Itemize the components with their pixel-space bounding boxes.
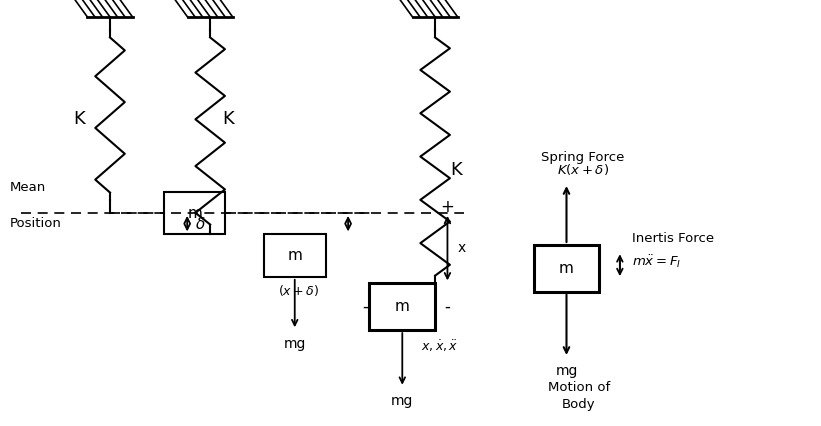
- Text: Mean: Mean: [10, 181, 46, 194]
- Bar: [369, 283, 435, 330]
- Text: $(x + \delta)$: $(x + \delta)$: [278, 283, 319, 298]
- Text: Body: Body: [562, 398, 595, 412]
- Text: -: -: [362, 298, 369, 316]
- Text: +: +: [441, 198, 454, 216]
- Text: m: m: [287, 248, 302, 263]
- Text: $m\ddot{x} = F_I$: $m\ddot{x} = F_I$: [632, 253, 681, 271]
- Text: Position: Position: [10, 217, 62, 230]
- Text: -: -: [444, 298, 451, 316]
- Text: Spring Force: Spring Force: [541, 151, 625, 164]
- Text: Motion of: Motion of: [548, 381, 610, 394]
- Text: Inertis Force: Inertis Force: [632, 232, 714, 245]
- Text: mg: mg: [555, 364, 578, 378]
- Text: m: m: [187, 205, 202, 221]
- Text: $x,\dot{x},\ddot{x}$: $x,\dot{x},\ddot{x}$: [420, 339, 458, 354]
- Bar: [264, 234, 325, 277]
- Text: $K(x + \delta)$: $K(x + \delta)$: [557, 162, 609, 177]
- Text: K: K: [222, 110, 234, 128]
- Text: m: m: [559, 261, 574, 276]
- Text: $\delta$: $\delta$: [195, 216, 206, 232]
- Text: K: K: [450, 161, 461, 179]
- Text: x: x: [457, 241, 466, 255]
- Bar: [534, 245, 599, 292]
- Text: K: K: [73, 110, 85, 128]
- Text: mg: mg: [283, 337, 306, 351]
- Text: m: m: [395, 299, 410, 314]
- Bar: [163, 192, 225, 234]
- Text: mg: mg: [391, 394, 414, 408]
